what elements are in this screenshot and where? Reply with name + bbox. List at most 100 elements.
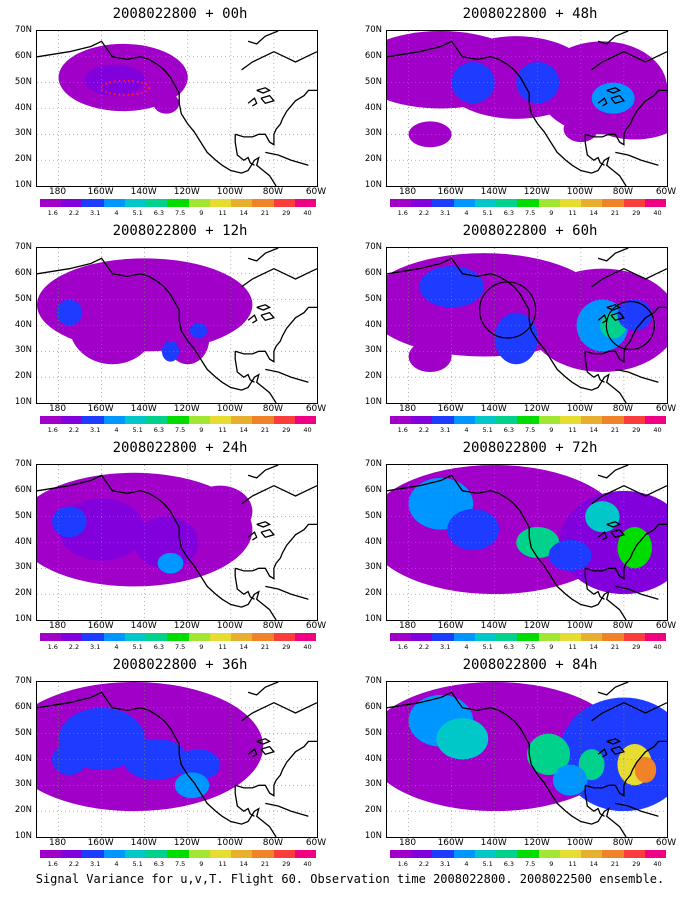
lat-tick-label: 10N: [364, 180, 382, 190]
coastline: [235, 306, 317, 363]
lat-tick-label: 60N: [364, 484, 382, 495]
lat-tick-label: 40N: [14, 753, 32, 764]
coastline: [610, 94, 626, 105]
colorbar-label: 40: [653, 860, 662, 868]
colorbar-swatch: [581, 850, 603, 858]
coastline: [247, 314, 258, 324]
variance-contour: [189, 322, 208, 339]
lat-tick-label: 60N: [14, 267, 32, 278]
variance-map: [37, 248, 317, 403]
colorbar-swatch: [231, 416, 253, 424]
colorbar-label: 5.1: [482, 860, 493, 868]
lon-tick-label: 80W: [612, 621, 634, 631]
colorbar-label: 2.2: [418, 643, 430, 651]
colorbar-label: 6.3: [153, 209, 165, 217]
colorbar-swatch: [602, 633, 624, 641]
coastline: [591, 267, 667, 288]
colorbar-label: 1.6: [397, 860, 408, 868]
colorbar-label: 2.2: [68, 643, 80, 651]
colorbar-label: 6.3: [153, 643, 165, 651]
colorbar-label: 2.2: [68, 860, 80, 868]
lon-tick-label: 80W: [612, 838, 634, 848]
lon-tick-label: 60W: [655, 838, 677, 848]
variance-map: [387, 682, 667, 837]
colorbar-swatch: [82, 633, 104, 641]
lon-tick-label: 100W: [216, 187, 243, 197]
colorbar-label: 3.1: [90, 209, 101, 217]
colorbar-swatch: [167, 416, 189, 424]
variance-contour: [153, 93, 180, 114]
colorbar-label: 7.5: [524, 860, 536, 868]
variance-contour: [617, 299, 652, 331]
coastline: [606, 738, 622, 745]
colorbar-swatch: [581, 633, 603, 641]
colorbar-swatch: [209, 633, 232, 641]
coastline: [387, 474, 627, 620]
colorbar-label: 4: [464, 426, 469, 434]
colorbar-swatch: [61, 633, 83, 641]
colorbar-swatch: [209, 850, 232, 858]
map-plot-area: [36, 681, 318, 838]
colorbar-label: 4: [114, 426, 119, 434]
coastline: [256, 521, 272, 528]
colorbar-label: 29: [282, 426, 291, 434]
colorbar-label: 9: [549, 860, 554, 868]
variance-contour: [634, 756, 657, 783]
colorbar-swatch: [273, 199, 295, 207]
variance-map: [37, 465, 317, 620]
colorbar-swatch: [188, 416, 210, 424]
lat-tick-label: 70N: [364, 459, 382, 469]
colorbar-label: 4: [464, 209, 469, 217]
map-panel: 2008022800 + 60h 70N 60N 50N 40N 30N 20N 10N 180…: [350, 217, 690, 434]
colorbar-label: 21: [260, 209, 270, 217]
lon-tick-label: 140W: [480, 838, 507, 848]
coastline: [597, 531, 608, 541]
panel-title: 2008022800 + 72h: [462, 440, 598, 456]
variance-contour: [516, 527, 560, 558]
colorbar-swatch: [602, 416, 624, 424]
colorbar-label: 7.5: [174, 209, 186, 217]
lon-tick-label: 160W: [87, 404, 114, 414]
colorbar-swatch: [146, 850, 168, 858]
coastline: [235, 740, 317, 797]
colorbar-swatch: [61, 850, 83, 858]
colorbar-label: 7.5: [524, 209, 536, 217]
coastline: [241, 267, 317, 288]
variance-contour: [174, 772, 210, 799]
map-panel: 2008022800 + 48h 70N 60N 50N 40N 30N 20N 10N 180…: [350, 0, 690, 217]
lon-tick-label: 180: [398, 838, 417, 848]
variance-map: [37, 682, 317, 837]
lon-tick-label: 60W: [305, 187, 327, 197]
highlight-circle: [479, 281, 537, 339]
colorbar-label: 14: [239, 426, 248, 434]
colorbar-label: 21: [610, 860, 620, 868]
lon-tick-label: 80W: [612, 404, 634, 414]
colorbar-swatch: [390, 416, 412, 424]
coastline: [606, 304, 622, 311]
colorbar-label: 14: [589, 426, 598, 434]
coastline: [260, 311, 276, 322]
colorbar: [40, 416, 317, 424]
colorbar-label: 4: [114, 209, 119, 217]
lon-tick-label: 160W: [87, 838, 114, 848]
colorbar-swatch: [188, 633, 210, 641]
coastline: [591, 701, 667, 722]
colorbar-swatch: [644, 199, 667, 207]
variance-map: [387, 31, 667, 186]
lon-tick-label: 100W: [566, 187, 593, 197]
map-plot-area: [386, 681, 668, 838]
colorbar-swatch: [432, 633, 454, 641]
coastline: [247, 31, 279, 45]
colorbar-swatch: [146, 633, 168, 641]
lat-tick-label: 50N: [364, 727, 382, 738]
colorbar-label: 3.1: [90, 860, 101, 868]
panel-title: 2008022800 + 00h: [112, 6, 248, 22]
colorbar-label: 14: [589, 209, 598, 217]
colorbar-swatch: [559, 199, 582, 207]
colorbar-label: 29: [632, 643, 641, 651]
map-plot-area: [36, 247, 318, 404]
lat-tick-label: 10N: [364, 831, 382, 841]
lat-tick-label: 50N: [14, 727, 32, 738]
colorbar-swatch: [390, 850, 412, 858]
coastline: [584, 568, 605, 600]
